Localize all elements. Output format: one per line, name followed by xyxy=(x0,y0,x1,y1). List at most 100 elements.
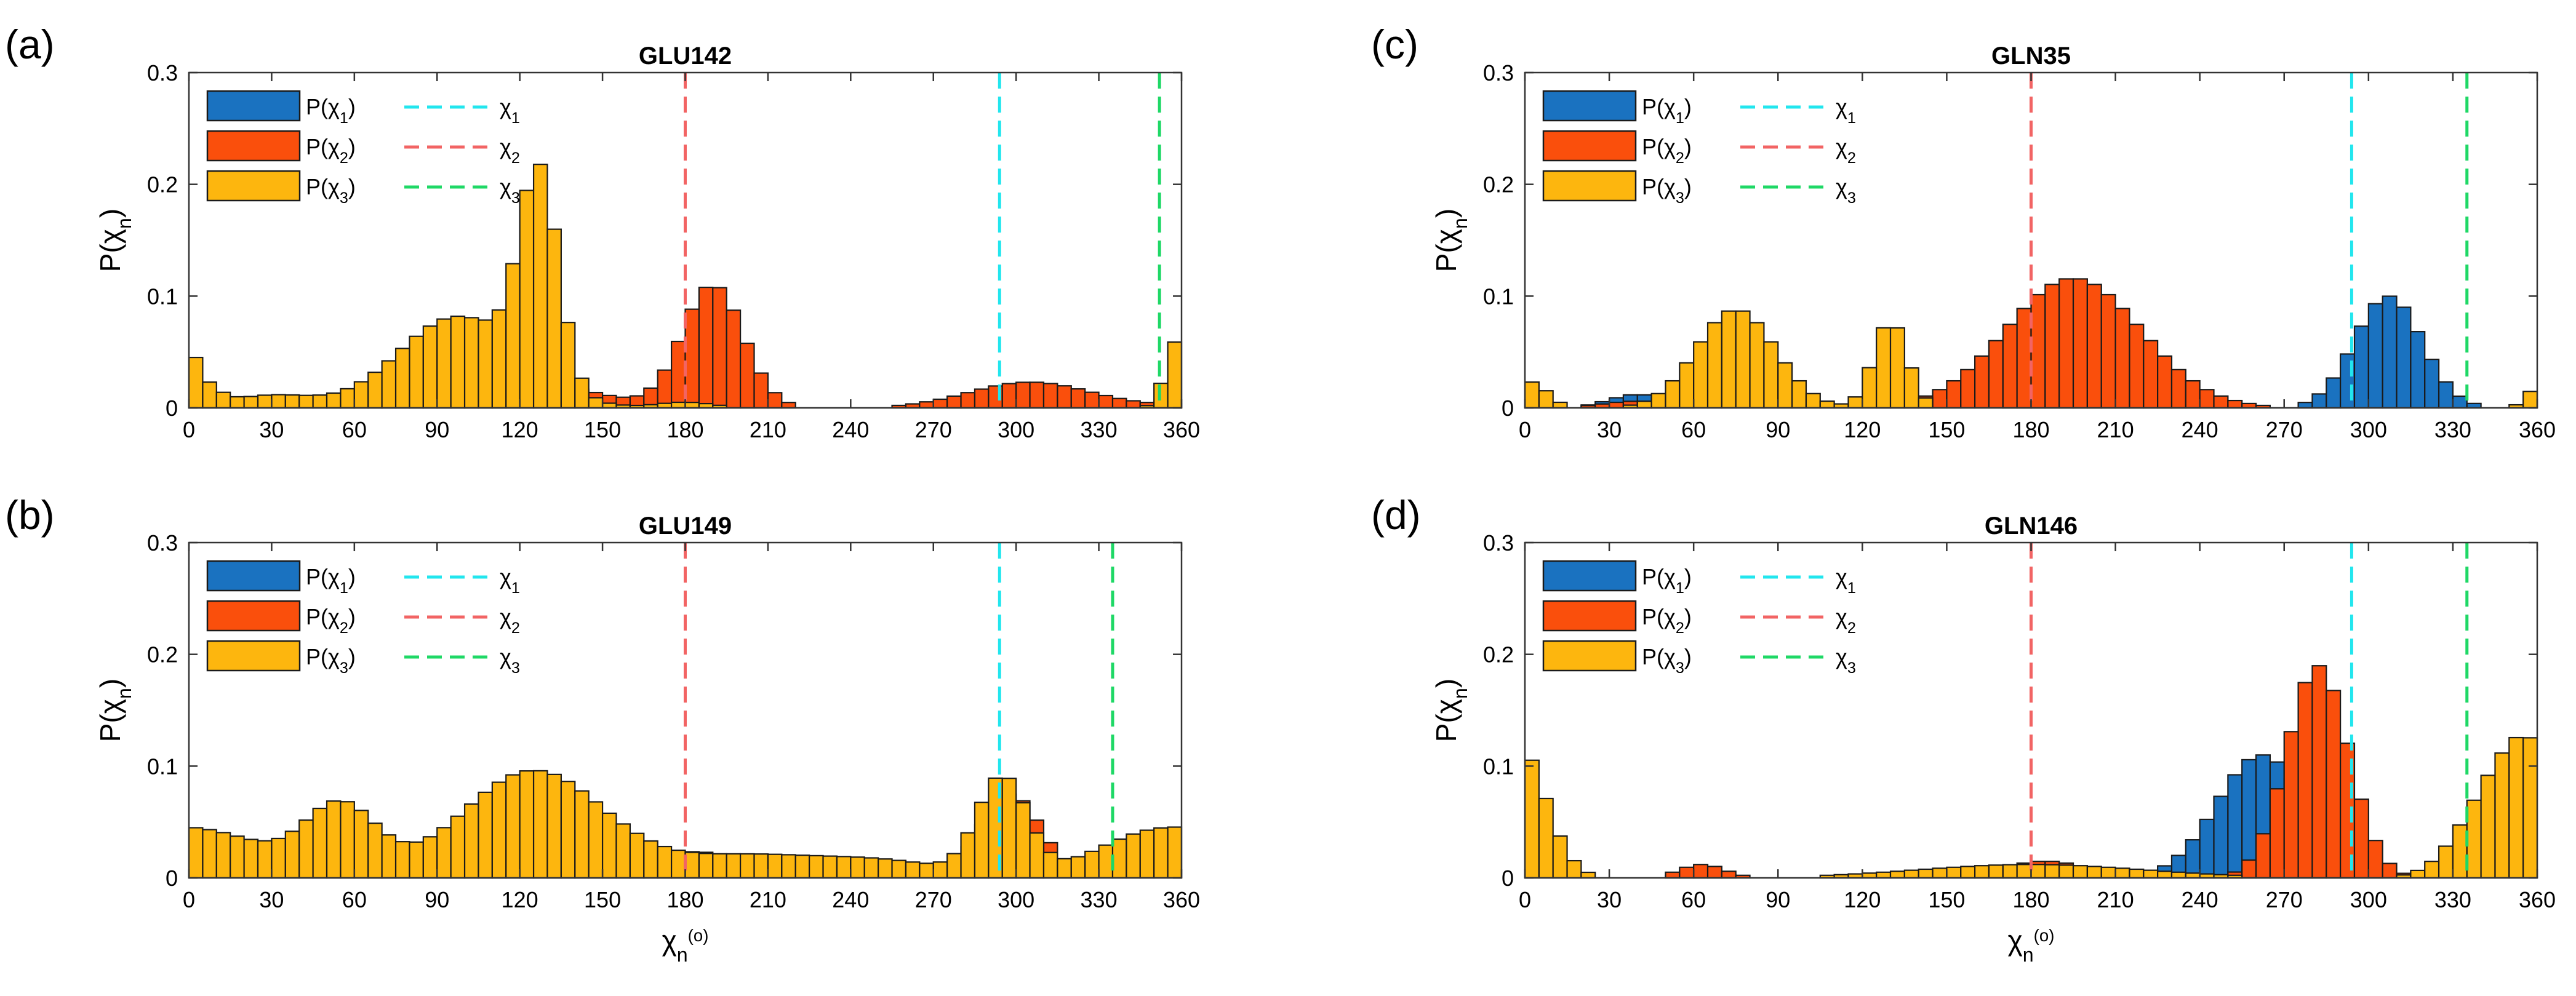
bar xyxy=(781,402,796,409)
bar xyxy=(1126,400,1141,409)
bar xyxy=(243,396,259,409)
bar xyxy=(381,834,397,879)
y-tick-label: 0.1 xyxy=(147,284,178,309)
bar xyxy=(1015,381,1031,409)
bar xyxy=(2438,381,2454,409)
x-tick-label: 60 xyxy=(342,887,367,912)
bar xyxy=(781,854,796,879)
bar xyxy=(1098,844,1114,879)
bar xyxy=(946,853,962,879)
y-tick-label: 0 xyxy=(166,396,178,421)
bar xyxy=(1679,866,1695,879)
bar xyxy=(2311,393,2327,409)
y-tick-label: 0.3 xyxy=(147,530,178,556)
x-tick-label: 360 xyxy=(2519,887,2556,912)
bar xyxy=(1552,401,1568,409)
x-tick-label: 330 xyxy=(1081,417,1118,442)
bar xyxy=(2508,736,2524,879)
x-tick-label: 180 xyxy=(666,887,703,912)
bar xyxy=(188,827,204,879)
bar xyxy=(1960,369,1976,409)
bar xyxy=(2157,871,2173,879)
bar xyxy=(271,837,286,879)
bar xyxy=(2353,798,2369,879)
x-tick-label: 300 xyxy=(998,417,1034,442)
bar xyxy=(1111,397,1127,409)
bar xyxy=(1721,310,1737,409)
bar xyxy=(932,398,948,409)
legend-label: P(χ2) xyxy=(306,604,356,637)
bar xyxy=(919,401,934,409)
bar xyxy=(657,369,673,409)
bar xyxy=(257,394,273,409)
x-tick-label: 300 xyxy=(2350,887,2387,912)
bar xyxy=(2396,306,2412,409)
bar xyxy=(478,791,493,879)
bar xyxy=(753,372,769,409)
bar xyxy=(1042,851,1058,879)
x-tick-label: 240 xyxy=(832,417,869,442)
panel-glu149: (b) GLU149 0 30 60 90 120 150 180 210 240 270 300 330… xyxy=(5,492,1200,966)
bar xyxy=(1847,396,1863,409)
bar xyxy=(2494,752,2510,879)
bar xyxy=(684,851,700,879)
legend-label: P(χ1) xyxy=(306,94,356,127)
bar xyxy=(1805,392,1821,409)
legend-label: P(χ1) xyxy=(1642,94,1692,127)
bar xyxy=(519,770,535,879)
x-tick-label: 30 xyxy=(259,417,284,442)
bar xyxy=(505,774,521,879)
bar xyxy=(974,802,990,879)
bar xyxy=(2297,402,2313,409)
x-tick-label: 330 xyxy=(2434,417,2471,442)
legend: P(χ1) χ1 P(χ2) χ2 P(χ3) χ3 xyxy=(1542,90,1856,207)
bar xyxy=(2297,682,2313,879)
bar xyxy=(1946,380,1962,409)
bar xyxy=(1111,838,1127,879)
legend-swatch xyxy=(206,640,301,672)
legend-swatch xyxy=(1542,170,1637,202)
bar xyxy=(2213,395,2229,409)
bar xyxy=(2143,869,2159,879)
bar xyxy=(891,859,907,879)
bar xyxy=(657,845,673,879)
bar xyxy=(436,827,452,879)
bar xyxy=(326,392,342,409)
legend-swatch xyxy=(1542,600,1637,632)
panel-gln35: (c) GLN35 0 30 60 90 120 150 180 210 240 270 300 330 3… xyxy=(1371,22,2556,442)
bar xyxy=(1706,322,1722,409)
bar xyxy=(2016,308,2032,409)
bar xyxy=(284,831,300,879)
bar xyxy=(2466,799,2482,879)
bar xyxy=(574,790,590,879)
bar xyxy=(2410,869,2426,879)
legend-line-label: χ3 xyxy=(500,644,520,677)
bar xyxy=(836,856,852,879)
x-tick-label: 30 xyxy=(1597,417,1622,442)
bar xyxy=(2452,824,2468,879)
x-tick-label: 30 xyxy=(1597,887,1622,912)
bar xyxy=(960,832,976,879)
y-tick-label: 0.1 xyxy=(147,754,178,779)
bar xyxy=(1015,802,1031,879)
chart-title: GLU142 xyxy=(639,42,732,70)
bar xyxy=(1721,871,1737,879)
x-tick-label: 0 xyxy=(1519,417,1531,442)
x-tick-label: 90 xyxy=(1766,887,1790,912)
x-tick-label: 30 xyxy=(259,887,284,912)
bar xyxy=(1001,383,1017,409)
bar xyxy=(2129,324,2145,409)
bar xyxy=(1988,864,2004,879)
bar xyxy=(1988,340,2004,409)
panel-label: (a) xyxy=(5,22,55,67)
bar xyxy=(670,849,686,879)
bar xyxy=(1167,826,1183,879)
bar xyxy=(1735,310,1751,409)
x-axis-label: χn(o) xyxy=(662,925,709,966)
y-tick-label: 0.3 xyxy=(1483,530,1514,556)
bar xyxy=(409,841,424,879)
legend-label: P(χ2) xyxy=(306,134,356,167)
bar xyxy=(712,287,727,409)
bar xyxy=(2002,324,2018,409)
legend-line-label: χ2 xyxy=(500,604,520,637)
